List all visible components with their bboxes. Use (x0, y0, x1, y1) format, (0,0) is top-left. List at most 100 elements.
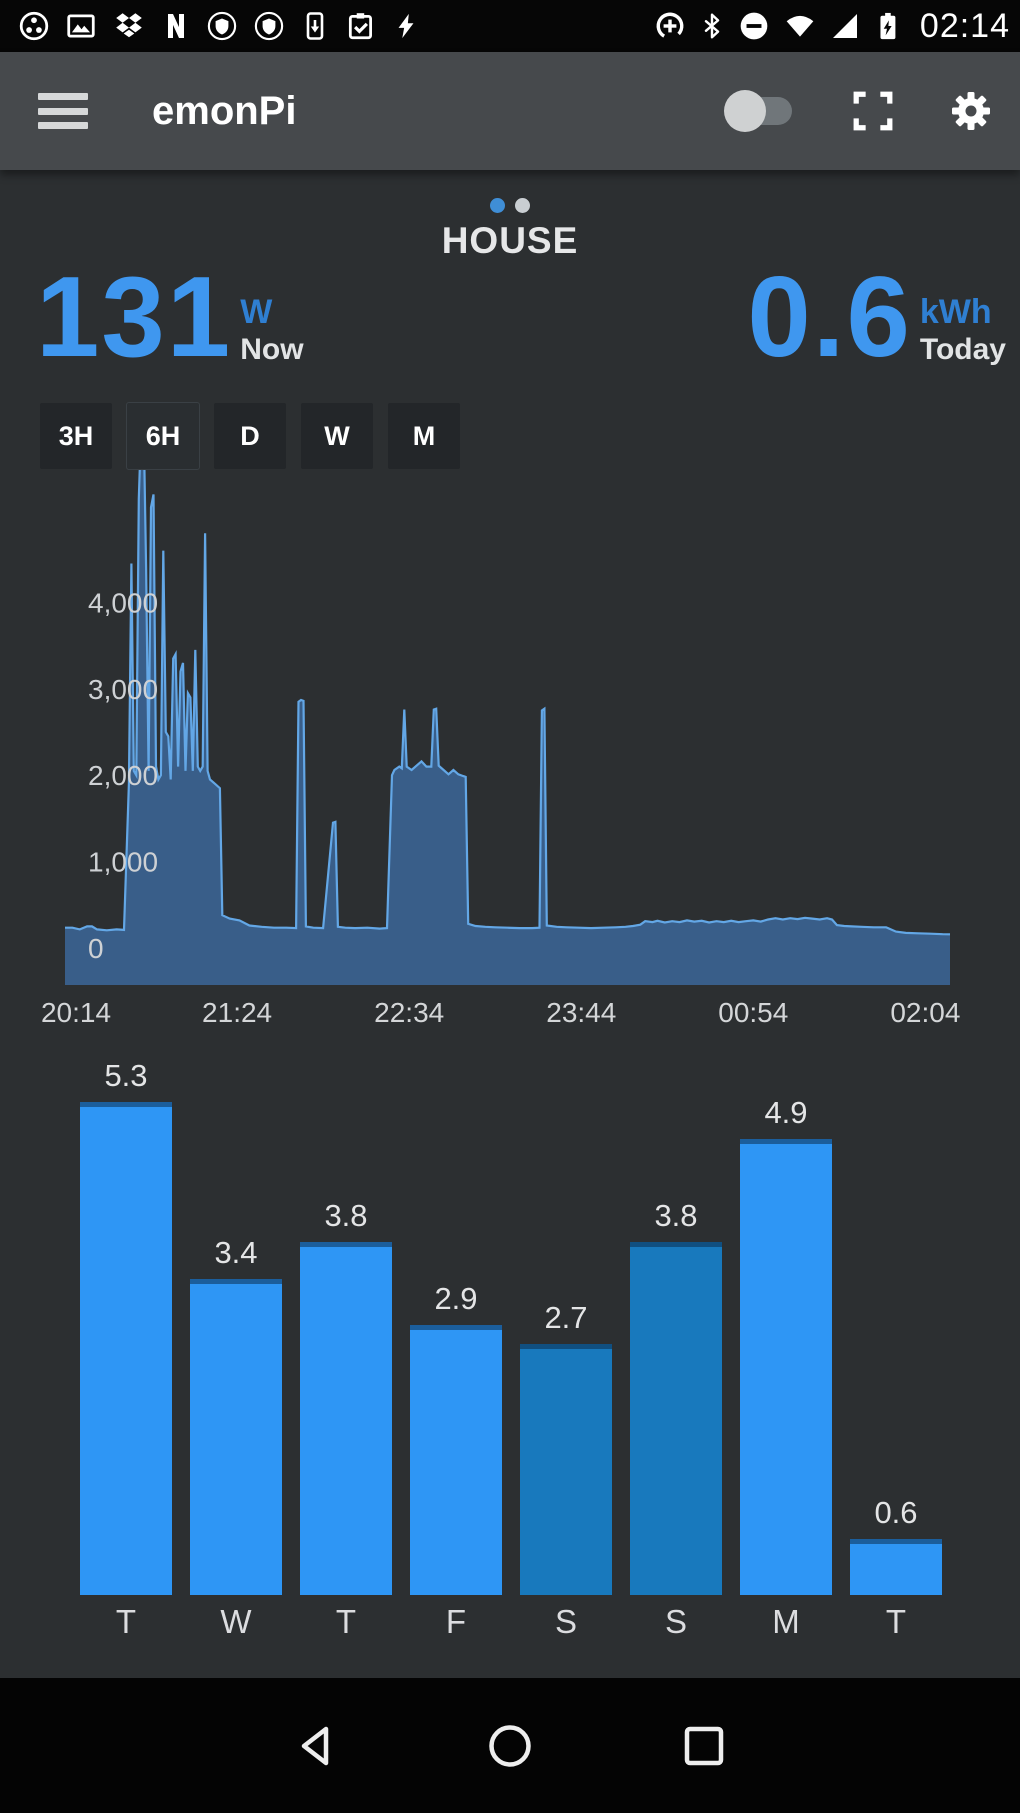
bar-category-label: T (335, 1603, 357, 1640)
page-dot-inactive[interactable] (515, 198, 530, 213)
bar-value-label: 5.3 (104, 1058, 148, 1093)
clipboard-check-icon (348, 13, 372, 40)
shield-badge-icon (207, 11, 237, 41)
bar-category-label: T (885, 1603, 907, 1640)
flash-icon (398, 13, 414, 39)
power-now-label: Now (240, 332, 304, 366)
bar-column[interactable]: 2.7 (520, 1301, 612, 1595)
power-line-series (65, 424, 951, 936)
time-range-buttons: 3H 6H D W M (40, 402, 460, 470)
readings-row: 131 W Now 0.6 kWh Today (36, 254, 1006, 381)
x-tick-label: 21:24 (202, 997, 272, 1028)
bar-column[interactable]: 3.8 (300, 1199, 392, 1595)
app-title: emonPi (152, 88, 297, 133)
range-button-6h[interactable]: 6H (126, 402, 200, 470)
netflix-icon (168, 14, 184, 38)
bar-value-label: 3.8 (324, 1198, 368, 1233)
bar (300, 1242, 392, 1595)
nav-back-button[interactable] (290, 1720, 342, 1772)
y-tick-label: 4,000 (88, 587, 158, 618)
bar-category-label: S (664, 1603, 687, 1640)
power-area-series (65, 426, 950, 985)
range-button-w[interactable]: W (301, 403, 373, 469)
bar (190, 1279, 282, 1595)
power-line-chart[interactable]: 0 1,000 2,000 3,000 4,000 20:14 21:24 22:34 23:4… (0, 400, 1020, 1045)
bar-category-label: M (772, 1603, 800, 1640)
menu-icon[interactable] (38, 93, 88, 129)
daily-energy-bar-chart[interactable]: 5.3 3.4 3.8 2.9 2.7 3.8 4.9 0.6 (80, 1050, 942, 1595)
bar-value-label: 0.6 (874, 1495, 918, 1530)
status-bar-clock: 02:14 (919, 6, 1010, 45)
bar-value-label: 3.8 (654, 1198, 698, 1233)
x-tick-label: 22:34 (374, 997, 444, 1028)
bluetooth-icon (704, 13, 720, 39)
bar (520, 1344, 612, 1595)
y-tick-label: 1,000 (88, 847, 158, 878)
range-button-3h[interactable]: 3H (40, 403, 112, 469)
recents-square-icon (684, 1726, 724, 1765)
energy-today-unit: kWh (919, 292, 992, 331)
dropbox-icon (116, 13, 142, 38)
bar-column[interactable]: 5.3 (80, 1059, 172, 1595)
bar (740, 1139, 832, 1595)
bar-category-label: W (220, 1603, 252, 1640)
back-triangle-icon (301, 1726, 329, 1765)
range-button-m[interactable]: M (388, 403, 460, 469)
x-tick-label: 02:04 (890, 997, 960, 1028)
cell-signal-icon (832, 14, 857, 38)
bar-category-label: T (115, 1603, 137, 1640)
android-nav-bar (0, 1678, 1020, 1813)
bar-category-label: S (554, 1603, 577, 1640)
power-now-unit: W (240, 292, 273, 331)
bar (80, 1102, 172, 1595)
circle-dots-icon (19, 11, 49, 41)
power-now-reading: 131 W Now (36, 254, 304, 381)
data-saver-icon (656, 12, 684, 40)
wifi-icon (786, 15, 814, 37)
home-circle-icon (489, 1724, 531, 1767)
gallery-icon (67, 14, 95, 38)
energy-today-label: Today (919, 332, 1006, 366)
toggle-thumb (724, 90, 766, 132)
page-title: HOUSE (441, 220, 579, 261)
display-toggle[interactable] (724, 90, 798, 132)
bar-value-label: 4.9 (764, 1095, 808, 1130)
status-bar-notification-icons (10, 10, 420, 42)
energy-today-reading: 0.6 kWh Today (747, 254, 1006, 381)
page-indicator (0, 198, 1020, 213)
bar-column[interactable]: 3.4 (190, 1236, 282, 1595)
status-bar: 02:14 (0, 0, 1020, 52)
shield-badge-icon-2 (254, 11, 284, 41)
y-tick-label: 3,000 (88, 674, 158, 705)
bar-value-label: 2.7 (544, 1300, 588, 1335)
range-button-d[interactable]: D (214, 403, 286, 469)
bar-value-label: 3.4 (214, 1235, 258, 1270)
do-not-disturb-icon (740, 12, 768, 40)
bar (630, 1242, 722, 1595)
nav-recents-button[interactable] (678, 1720, 730, 1772)
settings-gear-icon[interactable] (948, 88, 994, 134)
bar (850, 1539, 942, 1595)
fullscreen-icon[interactable] (852, 90, 894, 132)
bar-column[interactable]: 2.9 (410, 1282, 502, 1595)
bar-value-label: 2.9 (434, 1281, 478, 1316)
x-tick-label: 20:14 (41, 997, 111, 1028)
page-dot-active[interactable] (490, 198, 505, 213)
bar-column[interactable]: 0.6 (850, 1496, 942, 1595)
bar-category-label: F (445, 1603, 467, 1640)
x-tick-label: 23:44 (546, 997, 616, 1028)
nav-home-button[interactable] (484, 1720, 536, 1772)
bar-column[interactable]: 3.8 (630, 1199, 722, 1595)
y-tick-label: 2,000 (88, 760, 158, 791)
battery-charging-icon (880, 12, 896, 40)
toolbar: emonPi (0, 52, 1020, 170)
phone-download-icon (306, 12, 324, 40)
bar (410, 1325, 502, 1595)
power-now-value: 131 (36, 254, 233, 381)
status-bar-system-icons: 02:14 (654, 7, 1010, 46)
y-tick-label: 0 (88, 933, 104, 964)
bar-column[interactable]: 4.9 (740, 1096, 832, 1595)
energy-today-value: 0.6 (747, 254, 912, 381)
